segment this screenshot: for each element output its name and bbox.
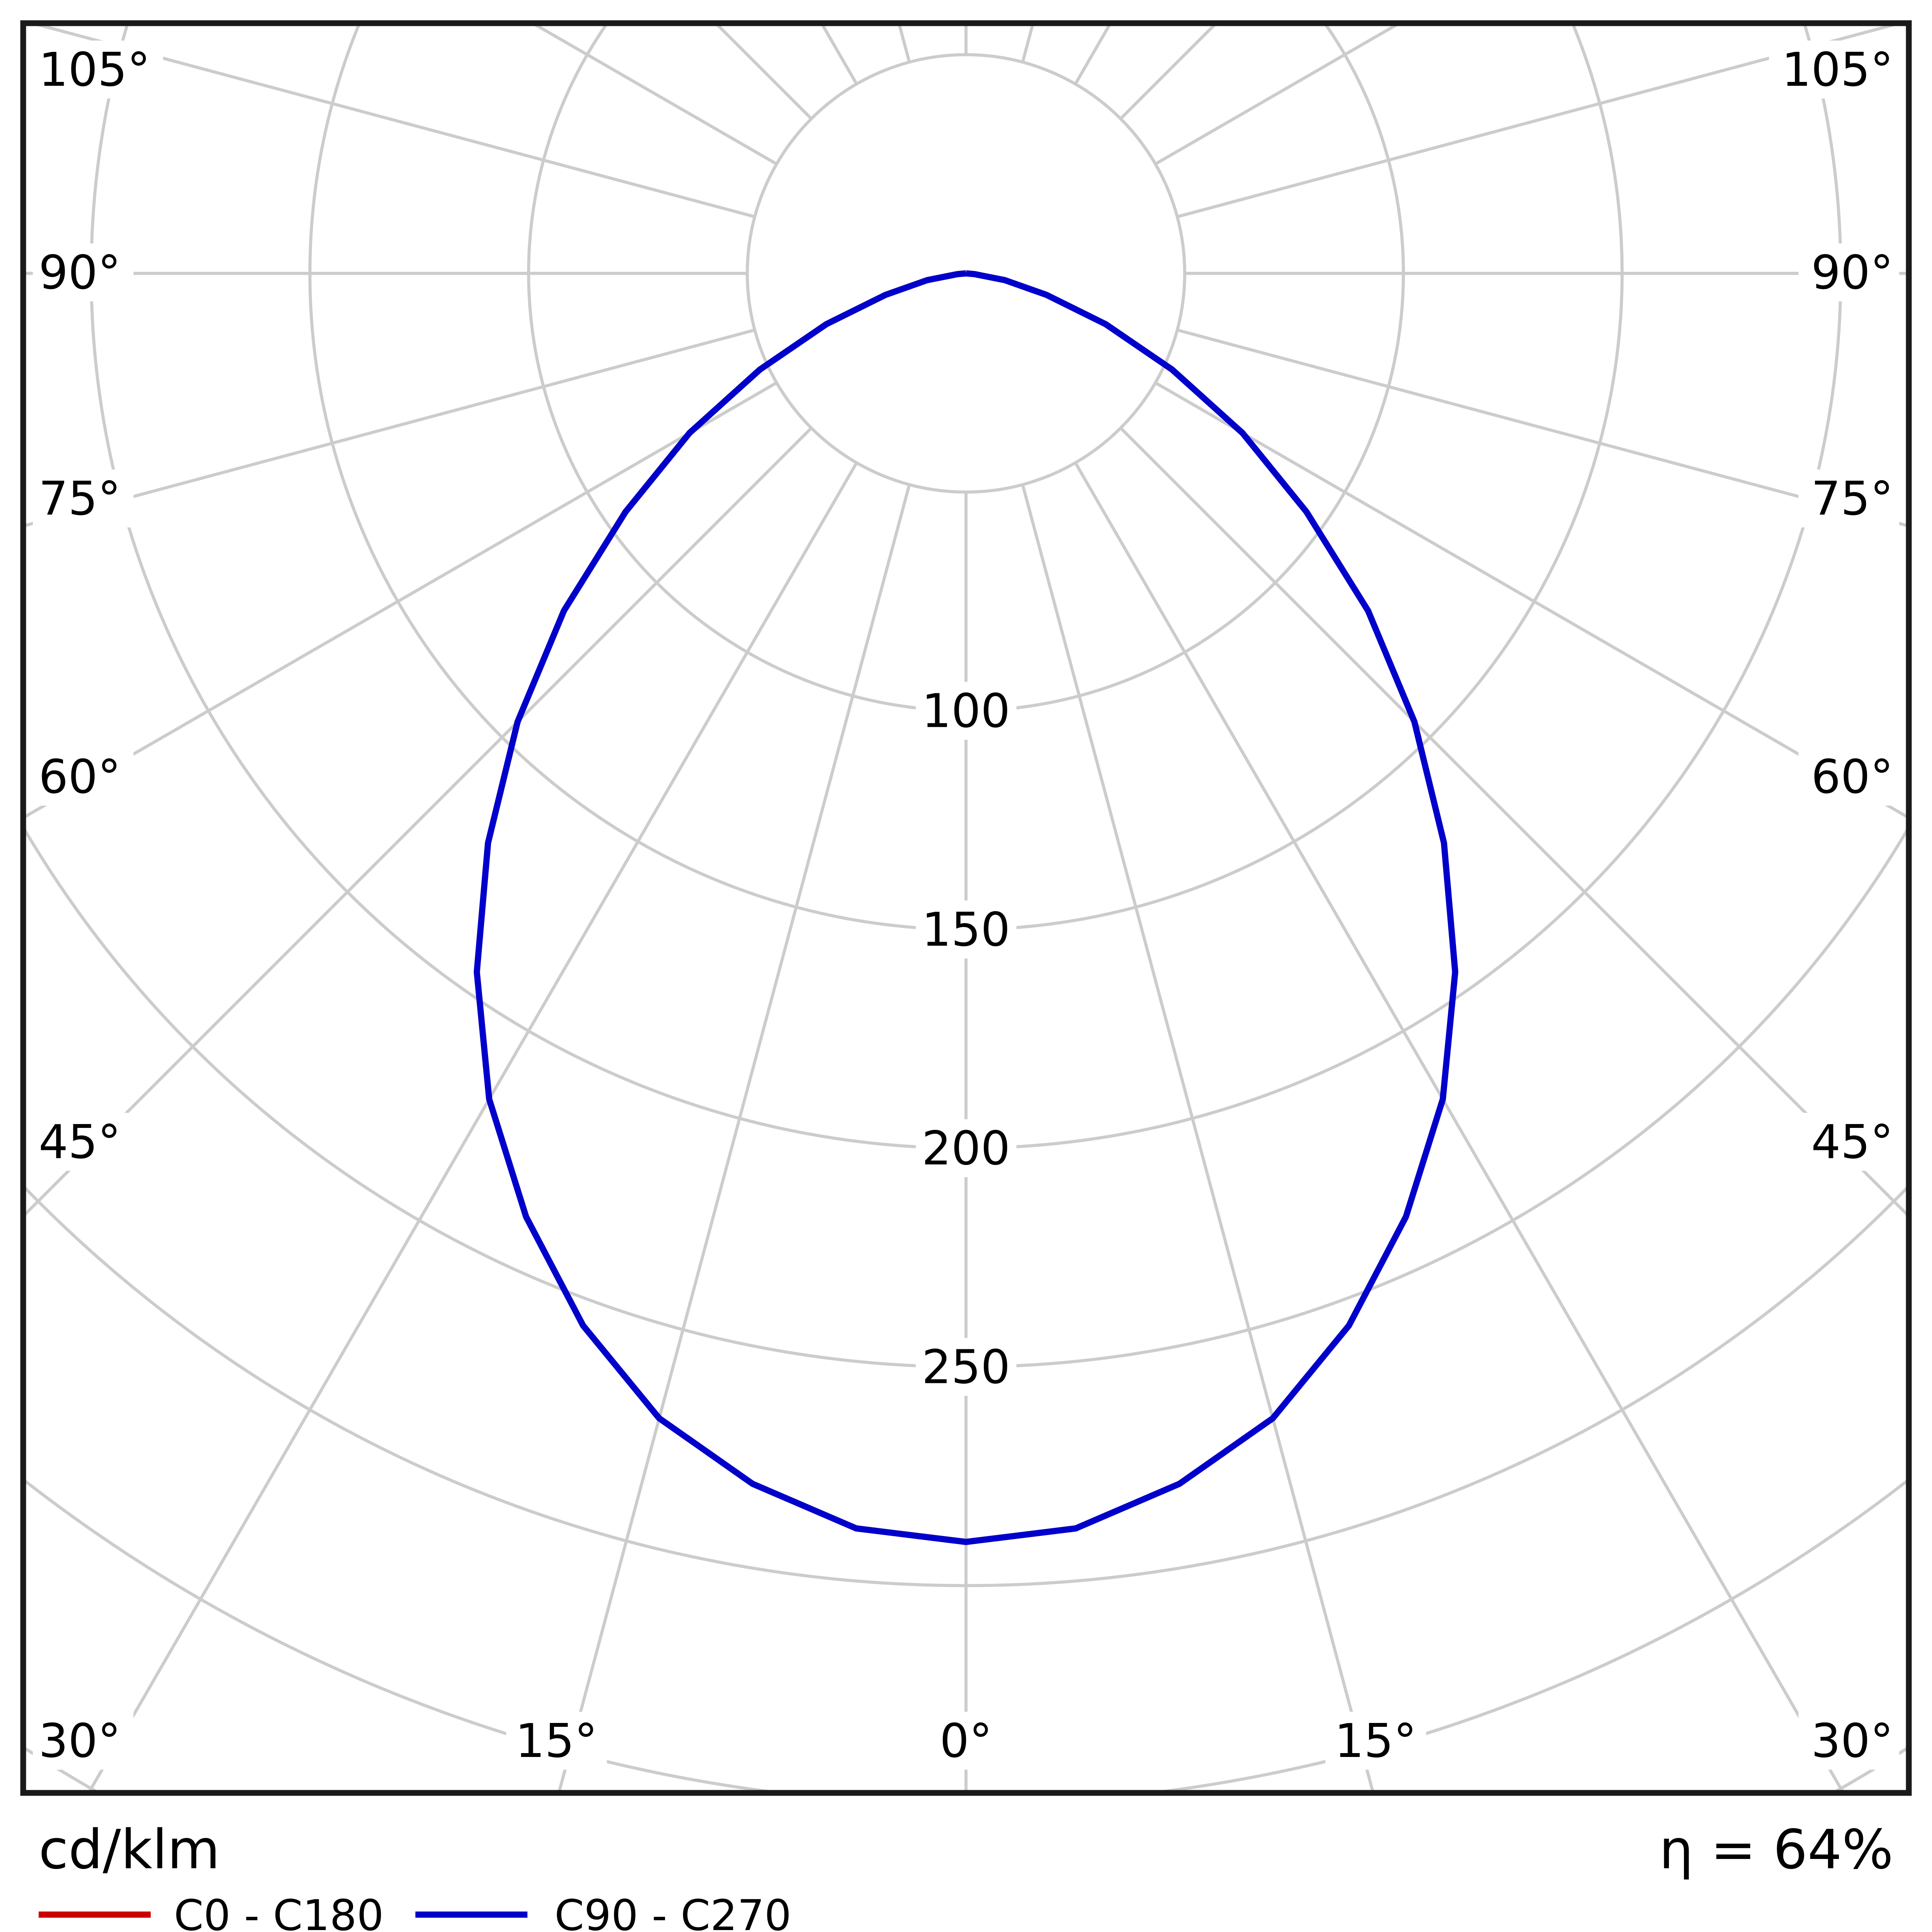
- unit-label: cd/klm: [39, 1818, 220, 1881]
- angle-label-right-0: 45°: [1811, 1116, 1893, 1169]
- angle-label-bottom-2-mask: [930, 1712, 1002, 1770]
- ring-label-100-mask: [916, 682, 1017, 740]
- axis-labels: 100 150 200 250 105° 90° 75° 60° 45° 45° 60° 75° 90°…: [33, 41, 1899, 1770]
- angle-label-left-0-mask: [33, 41, 163, 99]
- intensity-curves: [474, 270, 1459, 1545]
- grid-radial-285: [26, 328, 755, 527]
- grid-radial-75: [1177, 328, 1906, 527]
- grid-radial-45: [1119, 427, 1906, 1216]
- angle-label-bottom-0: 30°: [39, 1714, 121, 1768]
- grid-radial-300: [26, 381, 778, 818]
- plot-border: [20, 20, 1912, 1796]
- efficiency-label: η = 64%: [1659, 1818, 1893, 1881]
- angle-label-bottom-1-mask: [506, 1712, 607, 1770]
- angle-label-right-4-mask: [1769, 41, 1899, 99]
- angle-label-bottom-4: 30°: [1811, 1714, 1893, 1768]
- angle-label-left-2: 75°: [39, 472, 121, 526]
- angle-label-right-3: 90°: [1811, 246, 1893, 300]
- angle-label-bottom-1: 15°: [515, 1714, 598, 1768]
- angle-label-bottom-4-mask: [1798, 1712, 1899, 1770]
- angle-label-right-2-mask: [1798, 469, 1899, 527]
- ring-label-150-mask: [916, 900, 1017, 959]
- grid-radial-255: [37, 26, 755, 218]
- legend-label-c0-c180: C0 - C180: [174, 1891, 384, 1932]
- grid-radial-105: [1177, 26, 1895, 218]
- grid-radial-315: [26, 427, 813, 1216]
- angle-label-left-4-mask: [33, 1113, 134, 1171]
- angle-label-left-1-mask: [33, 243, 134, 301]
- curve-C90-C270: [474, 270, 1459, 1545]
- angle-label-left-1: 90°: [39, 246, 121, 300]
- angle-label-left-3: 60°: [39, 750, 121, 804]
- angle-label-right-1-mask: [1798, 748, 1899, 806]
- grid-radial-345: [558, 484, 911, 1790]
- grid-radial-30: [1074, 462, 1844, 1790]
- angle-label-left-3-mask: [33, 748, 134, 806]
- angle-label-bottom-3-mask: [1325, 1712, 1426, 1770]
- angle-label-right-3-mask: [1798, 243, 1899, 301]
- angle-label-right-0-mask: [1798, 1113, 1899, 1171]
- ring-label-200-mask: [916, 1119, 1017, 1177]
- ring-label-250: 250: [922, 1341, 1010, 1395]
- grid-radial-60: [1154, 381, 1906, 818]
- grid-radial-330: [88, 462, 858, 1790]
- ring-label-250-mask: [916, 1338, 1017, 1396]
- angle-label-right-2: 75°: [1811, 472, 1893, 526]
- angle-label-right-1: 60°: [1811, 750, 1893, 804]
- angle-label-bottom-2: 0°: [940, 1714, 992, 1768]
- legend-label-c90-c270: C90 - C270: [554, 1891, 791, 1932]
- angle-label-bottom-0-mask: [33, 1712, 134, 1770]
- grid-radial-15: [1021, 484, 1374, 1790]
- ring-label-150: 150: [922, 903, 1010, 957]
- ring-label-100: 100: [922, 685, 1010, 738]
- angle-label-left-0: 105°: [39, 43, 150, 97]
- angle-label-bottom-3: 15°: [1335, 1714, 1417, 1768]
- angle-label-left-4: 45°: [39, 1116, 121, 1169]
- legend: C0 - C180 C90 - C270: [39, 1891, 791, 1932]
- angle-label-right-4: 105°: [1782, 43, 1893, 97]
- angle-label-left-2-mask: [33, 469, 134, 527]
- ring-label-200: 200: [922, 1122, 1010, 1176]
